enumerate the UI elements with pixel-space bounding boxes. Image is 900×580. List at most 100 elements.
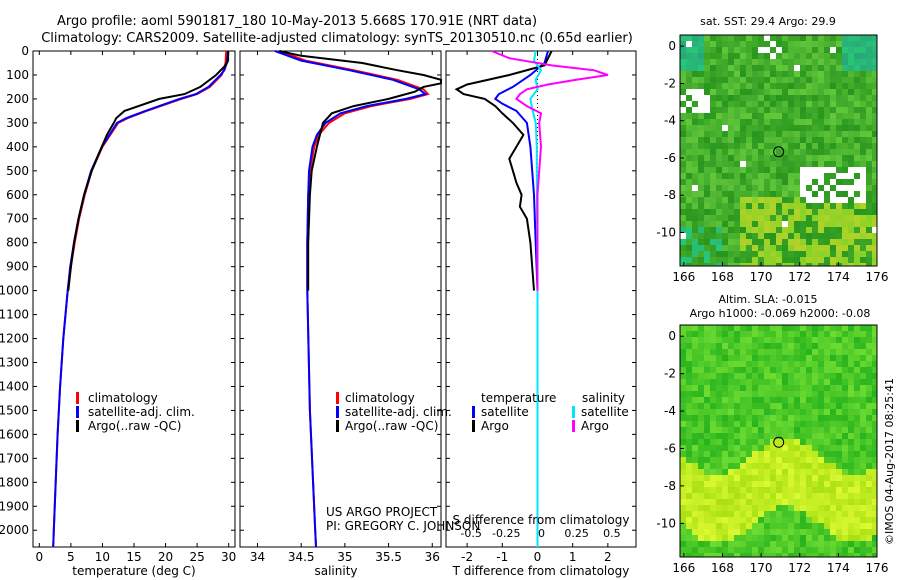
map-cell bbox=[860, 221, 866, 227]
map-cell bbox=[866, 257, 872, 263]
map-cell bbox=[872, 257, 877, 263]
map-cell bbox=[704, 547, 710, 553]
map-cell bbox=[704, 385, 710, 391]
map-cell bbox=[776, 457, 782, 463]
map-cell bbox=[704, 233, 710, 239]
map-cell bbox=[740, 71, 746, 77]
map-cell bbox=[734, 161, 740, 167]
map-cell bbox=[860, 523, 866, 529]
map-cell bbox=[692, 203, 698, 209]
map-cell bbox=[746, 541, 752, 547]
map-cell bbox=[860, 143, 866, 149]
map-cell bbox=[824, 65, 830, 71]
map-cell bbox=[854, 251, 860, 257]
map-cell bbox=[854, 331, 860, 337]
map-cell bbox=[728, 463, 734, 469]
map-cell bbox=[692, 131, 698, 137]
map-cell bbox=[740, 215, 746, 221]
map-cell bbox=[692, 427, 698, 433]
map-cell bbox=[770, 119, 776, 125]
map-cell bbox=[764, 107, 770, 113]
map-cell bbox=[806, 41, 812, 47]
map-cell bbox=[860, 239, 866, 245]
map-cell bbox=[716, 343, 722, 349]
map-cell bbox=[722, 125, 728, 131]
map-cell bbox=[848, 161, 854, 167]
map-cell bbox=[872, 83, 877, 89]
map-cell bbox=[800, 397, 806, 403]
map-cell bbox=[728, 397, 734, 403]
map-cell bbox=[758, 547, 764, 553]
map-cell bbox=[758, 493, 764, 499]
map-cell bbox=[866, 421, 872, 427]
map-cell bbox=[776, 245, 782, 251]
map-cell bbox=[764, 149, 770, 155]
map-cell bbox=[818, 433, 824, 439]
map-cell bbox=[806, 47, 812, 53]
map-cell bbox=[842, 143, 848, 149]
map-cell bbox=[776, 349, 782, 355]
map-cell bbox=[830, 257, 836, 263]
map-cell bbox=[872, 391, 877, 397]
y-tick-label: 1100 bbox=[0, 308, 29, 322]
map-cell bbox=[710, 463, 716, 469]
map-cell bbox=[686, 221, 692, 227]
map-cell bbox=[860, 385, 866, 391]
map-cell bbox=[776, 421, 782, 427]
map-cell bbox=[836, 125, 842, 131]
map-cell bbox=[854, 77, 860, 83]
map-cell bbox=[722, 445, 728, 451]
map-cell bbox=[704, 505, 710, 511]
map-cell bbox=[716, 263, 722, 266]
map-cell bbox=[740, 83, 746, 89]
map-cell bbox=[836, 251, 842, 257]
map-cell bbox=[866, 403, 872, 409]
map-cell bbox=[794, 331, 800, 337]
map-cell bbox=[680, 427, 686, 433]
plot-frame bbox=[445, 50, 637, 548]
map-cell bbox=[722, 119, 728, 125]
map-cell bbox=[842, 355, 848, 361]
map-cell bbox=[854, 349, 860, 355]
map-cell bbox=[686, 397, 692, 403]
map-cell bbox=[764, 185, 770, 191]
map-cell bbox=[704, 517, 710, 523]
map-cell bbox=[824, 463, 830, 469]
map-cell bbox=[686, 155, 692, 161]
map-cell bbox=[710, 35, 716, 41]
map-cell bbox=[866, 125, 872, 131]
map-cell bbox=[836, 493, 842, 499]
map-cell bbox=[680, 257, 686, 263]
map-cell bbox=[788, 149, 794, 155]
map-cell bbox=[812, 529, 818, 535]
map-cell bbox=[746, 161, 752, 167]
map-cell bbox=[872, 403, 877, 409]
map-cell bbox=[848, 409, 854, 415]
map-cell bbox=[866, 149, 872, 155]
map-cell bbox=[704, 397, 710, 403]
map-cell bbox=[680, 493, 686, 499]
map-cell bbox=[800, 433, 806, 439]
map-cell bbox=[728, 221, 734, 227]
map-cell bbox=[818, 83, 824, 89]
map-cell bbox=[860, 331, 866, 337]
map-cell bbox=[842, 517, 848, 523]
map-cell bbox=[746, 149, 752, 155]
map-cell bbox=[854, 463, 860, 469]
map-cell bbox=[806, 487, 812, 493]
map-cell bbox=[860, 343, 866, 349]
map-cell bbox=[734, 131, 740, 137]
map-cell bbox=[836, 83, 842, 89]
map-cell bbox=[794, 523, 800, 529]
map-cell bbox=[860, 251, 866, 257]
map-cell bbox=[746, 343, 752, 349]
map-cell bbox=[872, 113, 877, 119]
float-position-marker bbox=[773, 436, 785, 448]
map-cell bbox=[794, 221, 800, 227]
map-cell bbox=[764, 493, 770, 499]
map-cell bbox=[752, 263, 758, 266]
map-cell bbox=[692, 457, 698, 463]
map-cell bbox=[866, 53, 872, 59]
map-cell bbox=[740, 143, 746, 149]
map-cell bbox=[824, 337, 830, 343]
